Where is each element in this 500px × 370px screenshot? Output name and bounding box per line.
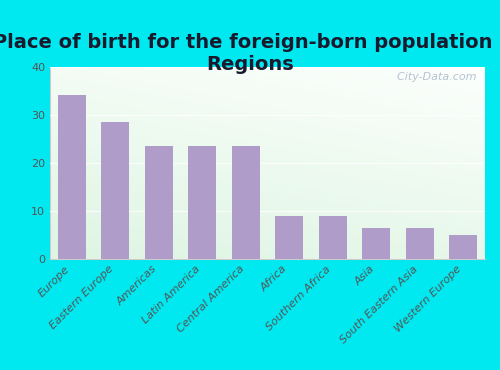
Text: City-Data.com: City-Data.com [390,73,476,83]
Bar [318,216,347,259]
Text: Place of birth for the foreign-born population -
Regions: Place of birth for the foreign-born popu… [0,33,500,74]
Bar [275,216,304,259]
Bar [232,146,260,259]
Bar [362,228,390,259]
Bar [449,235,478,259]
Bar [406,228,434,259]
Bar [188,146,216,259]
Bar [101,122,130,259]
Bar [58,95,86,259]
Bar [144,146,173,259]
